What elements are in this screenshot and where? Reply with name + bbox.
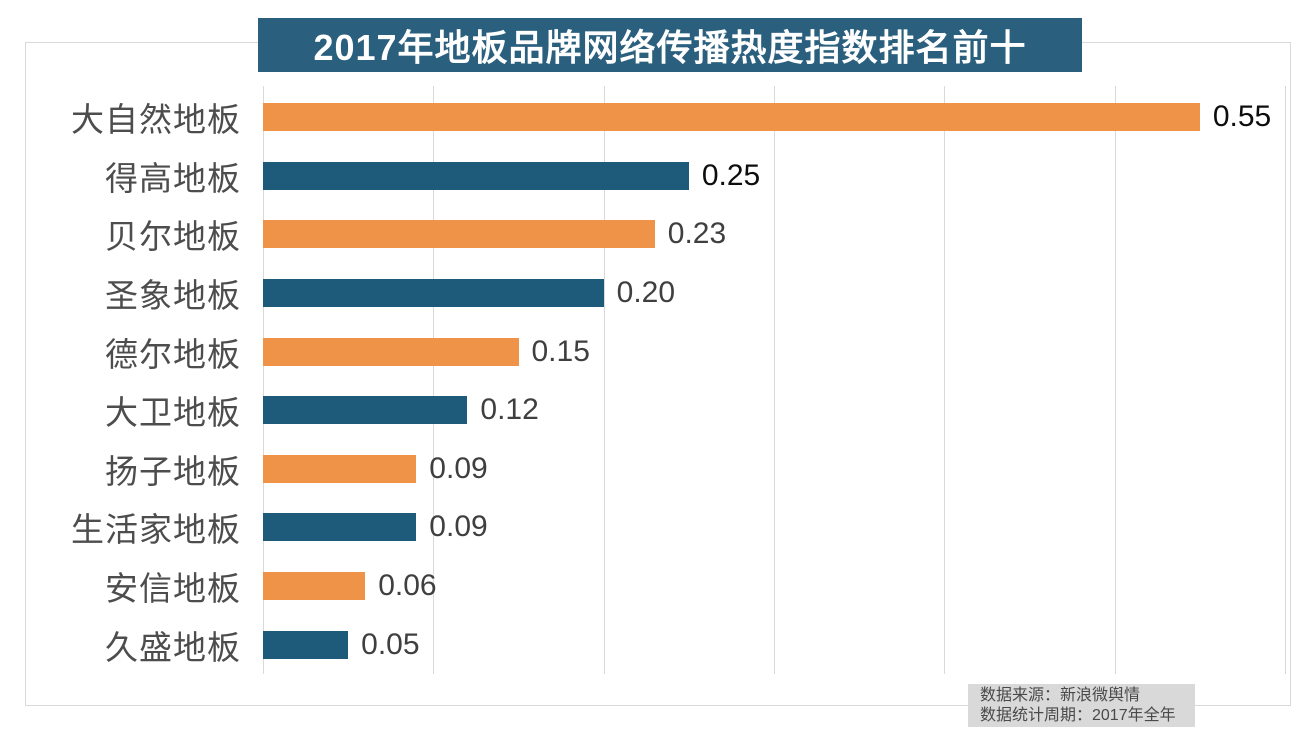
value-label: 0.55 [1212, 100, 1272, 134]
value-label: 0.05 [361, 627, 420, 661]
gridline-0.4 [944, 86, 946, 674]
chart-title-banner: 2017年地板品牌网络传播热度指数排名前十 [258, 18, 1082, 72]
value-label: 0.20 [616, 276, 676, 310]
category-label: 德尔地板 [105, 335, 241, 373]
gridline-0.2 [603, 86, 605, 674]
value-label: 0.09 [429, 510, 488, 544]
gridline-0.5 [1114, 86, 1116, 674]
category-label: 生活家地板 [71, 511, 241, 549]
category-label: 安信地板 [105, 570, 241, 608]
data-source-line: 数据来源：新浪微舆情 [980, 687, 1141, 704]
bar-row: 安信地板 0.06 [0, 557, 1314, 616]
category-label: 得高地板 [105, 159, 241, 197]
bar-row: 得高地板 0.25 [0, 147, 1314, 206]
chart-title: 2017年地板品牌网络传播热度指数排名前十 [313, 27, 1027, 68]
bar [263, 279, 604, 308]
value-label: 0.25 [701, 158, 761, 192]
bar [263, 572, 366, 601]
value-label: 0.06 [378, 569, 437, 603]
gridline-0 [263, 86, 264, 674]
bar [263, 161, 689, 190]
bar-rows: 大自然地板 0.55 得高地板 0.25 贝尔地板 0.23 圣象地板 0.20 德尔地板 0.1… [0, 88, 1314, 674]
bar-row: 扬子地板 0.09 [0, 440, 1314, 499]
bar [263, 103, 1200, 132]
data-source-note: 数据来源：新浪微舆情 数据统计周期：2017年全年 [968, 684, 1195, 727]
bar-row: 德尔地板 0.15 [0, 322, 1314, 381]
bar-row: 大卫地板 0.12 [0, 381, 1314, 440]
bar-row: 大自然地板 0.55 [0, 88, 1314, 147]
data-period-line: 数据统计周期：2017年全年 [980, 707, 1176, 724]
bar [263, 454, 417, 483]
value-label: 0.23 [667, 217, 727, 251]
category-label: 圣象地板 [105, 277, 241, 315]
value-label: 0.09 [429, 451, 488, 485]
bar [263, 220, 655, 249]
value-label: 0.12 [480, 393, 539, 427]
category-label: 大自然地板 [71, 101, 241, 139]
bar [263, 513, 417, 542]
bar-row: 贝尔地板 0.23 [0, 205, 1314, 264]
bar-row: 圣象地板 0.20 [0, 264, 1314, 323]
category-label: 扬子地板 [105, 452, 241, 490]
gridline-0.3 [774, 86, 775, 674]
value-label: 0.15 [531, 334, 590, 368]
gridline-0.6 [1285, 86, 1286, 674]
gridline-0.1 [433, 86, 435, 674]
bar-row: 久盛地板 0.05 [0, 615, 1314, 674]
category-label: 大卫地板 [105, 394, 241, 432]
bar-row: 生活家地板 0.09 [0, 498, 1314, 557]
category-label: 久盛地板 [105, 628, 241, 666]
bar [263, 396, 468, 425]
category-label: 贝尔地板 [105, 218, 241, 256]
bar [263, 630, 349, 659]
bar [263, 337, 519, 366]
